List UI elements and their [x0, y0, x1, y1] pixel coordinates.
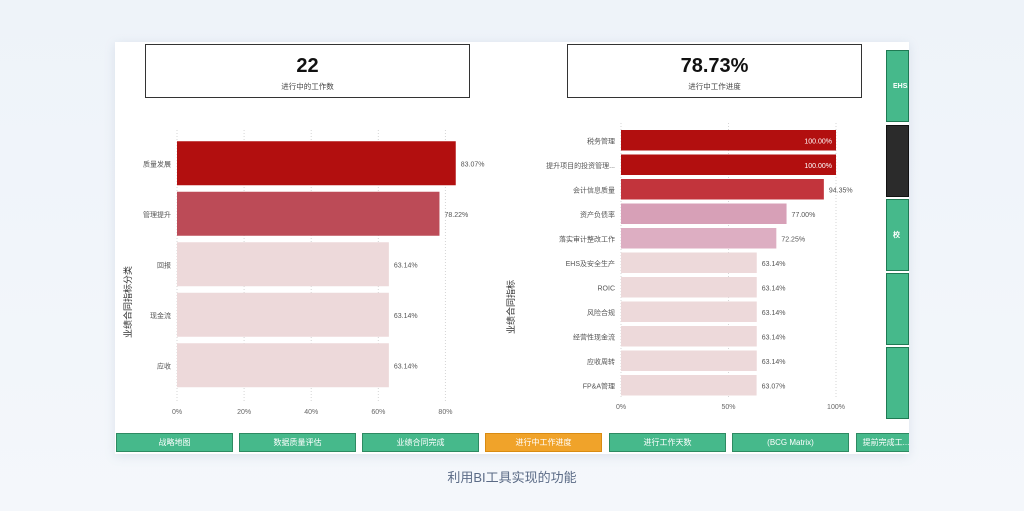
- bar: [621, 130, 836, 151]
- nav-button-1[interactable]: 战略地图: [116, 433, 233, 452]
- bar-chart-indicator: 0% 50% 100% 业绩合同指标 税务管理 100.00% 提升项目的投资管理... 10…: [505, 120, 853, 411]
- bar: [177, 191, 440, 236]
- category-label: 提升项目的投资管理...: [546, 161, 615, 170]
- side-tab-5[interactable]: [886, 347, 909, 419]
- x-tick-label: 0%: [616, 404, 626, 411]
- category-label: 风险合规: [587, 308, 615, 317]
- kpi-card-active-work-count: 22 进行中的工作数: [145, 44, 470, 98]
- bar: [177, 242, 389, 287]
- bar: [177, 292, 389, 337]
- data-label: 63.14%: [394, 363, 418, 370]
- category-label: ROIC: [598, 285, 616, 292]
- bar: [621, 179, 824, 200]
- kpi-value: 22: [296, 55, 319, 77]
- category-label: FP&A管理: [583, 381, 615, 390]
- x-tick-label: 80%: [438, 409, 452, 416]
- x-tick-label: 40%: [304, 409, 318, 416]
- data-label: 94.35%: [829, 187, 853, 194]
- chart-left: 0% 20% 40% 60% 80% 业绩合同指标分类 质量发展 83.07% 管理提升 78.2…: [115, 110, 495, 428]
- kpi-label: 进行中工作进度: [688, 82, 741, 91]
- category-label: 管理提升: [143, 210, 171, 219]
- data-label: 63.14%: [394, 262, 418, 269]
- category-label: 应收周转: [587, 357, 615, 366]
- data-label: 63.14%: [394, 313, 418, 320]
- category-label: 落实审计整改工作: [559, 234, 615, 243]
- data-label: 100.00%: [804, 163, 832, 170]
- data-label: 63.14%: [762, 285, 786, 292]
- bar: [621, 375, 757, 396]
- bar: [621, 277, 757, 298]
- category-label: 质量发展: [143, 159, 171, 168]
- kpi-label: 进行中的工作数: [281, 82, 334, 91]
- bar: [621, 154, 836, 175]
- data-label: 63.14%: [762, 310, 786, 317]
- bar: [621, 326, 757, 347]
- side-tab-1[interactable]: EHS...: [886, 50, 909, 122]
- data-label: 63.14%: [762, 334, 786, 341]
- y-axis-title: 业绩合同指标分类: [122, 266, 133, 338]
- category-label: 应收: [157, 361, 171, 370]
- report-canvas: 22 进行中的工作数 78.73% 进行中工作进度 0% 20% 40% 60% 80%…: [115, 42, 909, 454]
- page-caption: 利用BI工具实现的功能: [447, 470, 577, 485]
- bar: [621, 203, 787, 224]
- data-label: 63.14%: [762, 261, 786, 268]
- data-label: 83.07%: [461, 161, 485, 168]
- data-label: 63.07%: [762, 383, 786, 390]
- data-label: 100.00%: [804, 138, 832, 145]
- x-tick-label: 0%: [172, 409, 182, 416]
- nav-button-3[interactable]: 业绩合同完成: [362, 433, 479, 452]
- data-label: 63.14%: [762, 359, 786, 366]
- side-tab-2[interactable]: [886, 125, 909, 197]
- bar: [177, 141, 456, 186]
- data-label: 72.25%: [781, 236, 805, 243]
- nav-button-4[interactable]: 进行中工作进度: [485, 433, 602, 452]
- data-label: 77.00%: [792, 212, 816, 219]
- x-tick-label: 60%: [371, 409, 385, 416]
- category-label: EHS及安全生产: [566, 259, 615, 268]
- bar: [621, 350, 757, 371]
- nav-button-6[interactable]: (BCG Matrix): [732, 433, 849, 452]
- kpi-value: 78.73%: [680, 55, 749, 77]
- side-tab-3[interactable]: 校: [886, 199, 909, 271]
- category-label: 回报: [157, 260, 171, 269]
- bar: [621, 228, 777, 249]
- category-label: 资产负债率: [580, 210, 615, 219]
- x-tick-label: 20%: [237, 409, 251, 416]
- bar: [621, 252, 757, 273]
- nav-button-7[interactable]: 提前完成工...: [856, 433, 909, 452]
- kpi-card-active-work-progress: 78.73% 进行中工作进度: [567, 44, 862, 98]
- bar: [177, 343, 389, 388]
- bar: [621, 301, 757, 322]
- side-tab-4[interactable]: [886, 273, 909, 345]
- chart-right: 0% 50% 100% 业绩合同指标 税务管理 100.00% 提升项目的投资管理... 10…: [500, 120, 880, 428]
- nav-button-5[interactable]: 进行工作天数: [609, 433, 726, 452]
- nav-button-2[interactable]: 数据质量评估: [239, 433, 356, 452]
- category-label: 税务管理: [587, 136, 615, 145]
- y-axis-title: 业绩合同指标: [505, 280, 516, 334]
- x-tick-label: 100%: [827, 404, 845, 411]
- bar-chart-indicator-category: 0% 20% 40% 60% 80% 业绩合同指标分类 质量发展 83.07% 管理提升 78.2…: [122, 130, 485, 416]
- x-tick-label: 50%: [721, 404, 735, 411]
- category-label: 会计信息质量: [573, 185, 615, 194]
- right-side-tabs: EHS... 校: [886, 50, 909, 420]
- data-label: 78.22%: [444, 212, 468, 219]
- category-label: 现金流: [150, 311, 171, 320]
- category-label: 经营性现金流: [573, 332, 615, 341]
